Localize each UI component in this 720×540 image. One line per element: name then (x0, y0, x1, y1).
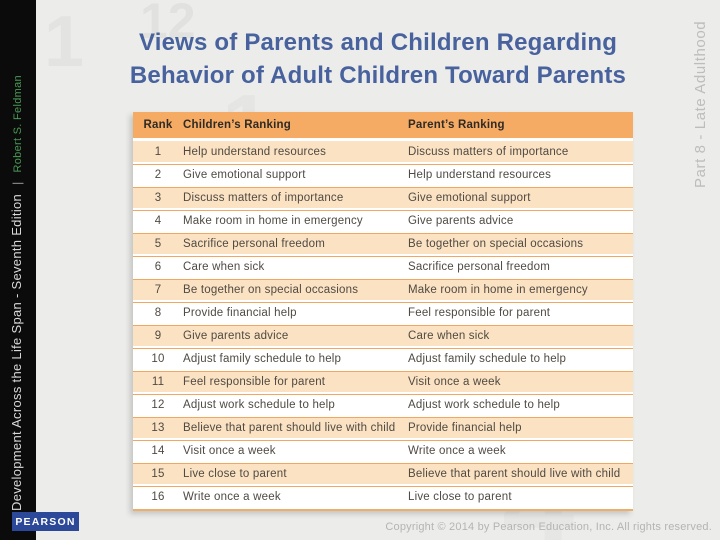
cell-children-ranking: Live close to parent (183, 468, 287, 480)
author-name: Robert S. Feldman (12, 75, 24, 173)
cell-parents-ranking: Live close to parent (408, 491, 512, 503)
cell-parents-ranking: Adjust work schedule to help (408, 399, 560, 411)
table-row: 4 Make room in home in emergency Give pa… (133, 210, 633, 231)
cell-rank: 3 (154, 192, 162, 204)
table-bottom-rule (133, 509, 633, 511)
cell-children-ranking: Provide financial help (183, 307, 297, 319)
cell-rank: 4 (154, 215, 162, 227)
cell-parents-ranking: Help understand resources (408, 169, 552, 181)
cell-children-ranking: Be together on special occasions (183, 284, 359, 296)
cell-children-ranking: Give emotional support (183, 169, 306, 181)
pearson-logo: PEARSON (12, 512, 79, 531)
cell-children-ranking: Care when sick (183, 261, 265, 273)
cell-parents-ranking: Give emotional support (408, 192, 531, 204)
cell-rank: 15 (151, 468, 165, 480)
watermark-digit: 1 (44, 2, 85, 82)
header-children: Children’s Ranking (183, 119, 291, 131)
title-line-1: Views of Parents and Children Regarding (138, 29, 618, 56)
table-row: 3 Discuss matters of importance Give emo… (133, 187, 633, 208)
cell-children-ranking: Give parents advice (183, 330, 289, 342)
cell-children-ranking: Believe that parent should live with chi… (183, 422, 396, 434)
cell-rank: 6 (154, 261, 162, 273)
table-row: 8 Provide financial help Feel responsibl… (133, 302, 633, 323)
table-row: 15 Live close to parent Believe that par… (133, 463, 633, 484)
header-parents: Parent’s Ranking (408, 119, 505, 131)
cell-rank: 8 (154, 307, 162, 319)
cell-rank: 11 (151, 376, 165, 388)
cell-children-ranking: Help understand resources (183, 145, 327, 158)
cell-rank: 5 (154, 238, 162, 250)
table-row: 1 Help understand resources Discuss matt… (133, 141, 633, 162)
cell-children-ranking: Make room in home in emergency (183, 215, 363, 227)
cell-rank: 10 (151, 353, 165, 365)
cell-parents-ranking: Write once a week (408, 445, 506, 457)
separator: | (10, 181, 24, 185)
cell-rank: 12 (151, 399, 165, 411)
cell-children-ranking: Adjust work schedule to help (183, 399, 335, 411)
cell-parents-ranking: Visit once a week (408, 376, 501, 388)
table-row: 7 Be together on special occasions Make … (133, 279, 633, 300)
cell-parents-ranking: Care when sick (408, 330, 490, 342)
watermark-digit: 12 (140, 0, 196, 49)
cell-rank: 13 (151, 422, 165, 434)
table-row: 16 Write once a week Live close to paren… (133, 486, 633, 507)
table-row: 6 Care when sick Sacrifice personal free… (133, 256, 633, 277)
cell-parents-ranking: Believe that parent should live with chi… (408, 468, 621, 480)
book-title: Development Across the Life Span - Seven… (9, 193, 24, 511)
table-row: 13 Believe that parent should live with … (133, 417, 633, 438)
table-row: 14 Visit once a week Write once a week (133, 440, 633, 461)
cell-parents-ranking: Give parents advice (408, 215, 514, 227)
slide-title: Views of Parents and Children Regarding … (36, 26, 720, 92)
cell-children-ranking: Adjust family schedule to help (183, 353, 342, 365)
cell-parents-ranking: Discuss matters of importance (408, 145, 569, 158)
table-header-row: Rank Children’s Ranking Parent’s Ranking (133, 112, 633, 138)
cell-parents-ranking: Feel responsible for parent (408, 307, 551, 319)
cell-rank: 1 (154, 145, 162, 158)
cell-parents-ranking: Make room in home in emergency (408, 284, 588, 296)
table-row: 9 Give parents advice Care when sick (133, 325, 633, 346)
sidebar: Development Across the Life Span - Seven… (0, 0, 36, 540)
cell-parents-ranking: Sacrifice personal freedom (408, 261, 550, 273)
cell-parents-ranking: Adjust family schedule to help (408, 353, 567, 365)
cell-rank: 16 (151, 491, 165, 503)
cell-children-ranking: Sacrifice personal freedom (183, 238, 325, 250)
cell-rank: 7 (154, 284, 162, 296)
table-body: 1 Help understand resources Discuss matt… (133, 141, 633, 507)
cell-children-ranking: Feel responsible for parent (183, 376, 326, 388)
cell-children-ranking: Write once a week (183, 491, 281, 503)
cell-rank: 2 (154, 169, 162, 181)
table-row: 2 Give emotional support Help understand… (133, 164, 633, 185)
header-rank: Rank (143, 119, 173, 131)
table-row: 5 Sacrifice personal freedom Be together… (133, 233, 633, 254)
copyright-notice: Copyright © 2014 by Pearson Education, I… (385, 521, 712, 533)
cell-children-ranking: Discuss matters of importance (183, 192, 344, 204)
cell-parents-ranking: Provide financial help (408, 422, 522, 434)
table-row: 12 Adjust work schedule to help Adjust w… (133, 394, 633, 415)
book-title-vertical: Development Across the Life Span - Seven… (9, 75, 24, 511)
cell-children-ranking: Visit once a week (183, 445, 276, 457)
title-line-2: Behavior of Adult Children Toward Parent… (129, 62, 627, 89)
cell-parents-ranking: Be together on special occasions (408, 238, 584, 250)
cell-rank: 9 (154, 330, 162, 342)
table-row: 11 Feel responsible for parent Visit onc… (133, 371, 633, 392)
rankings-table: Rank Children’s Ranking Parent’s Ranking… (133, 112, 633, 511)
cell-rank: 14 (151, 445, 165, 457)
table-row: 10 Adjust family schedule to help Adjust… (133, 348, 633, 369)
